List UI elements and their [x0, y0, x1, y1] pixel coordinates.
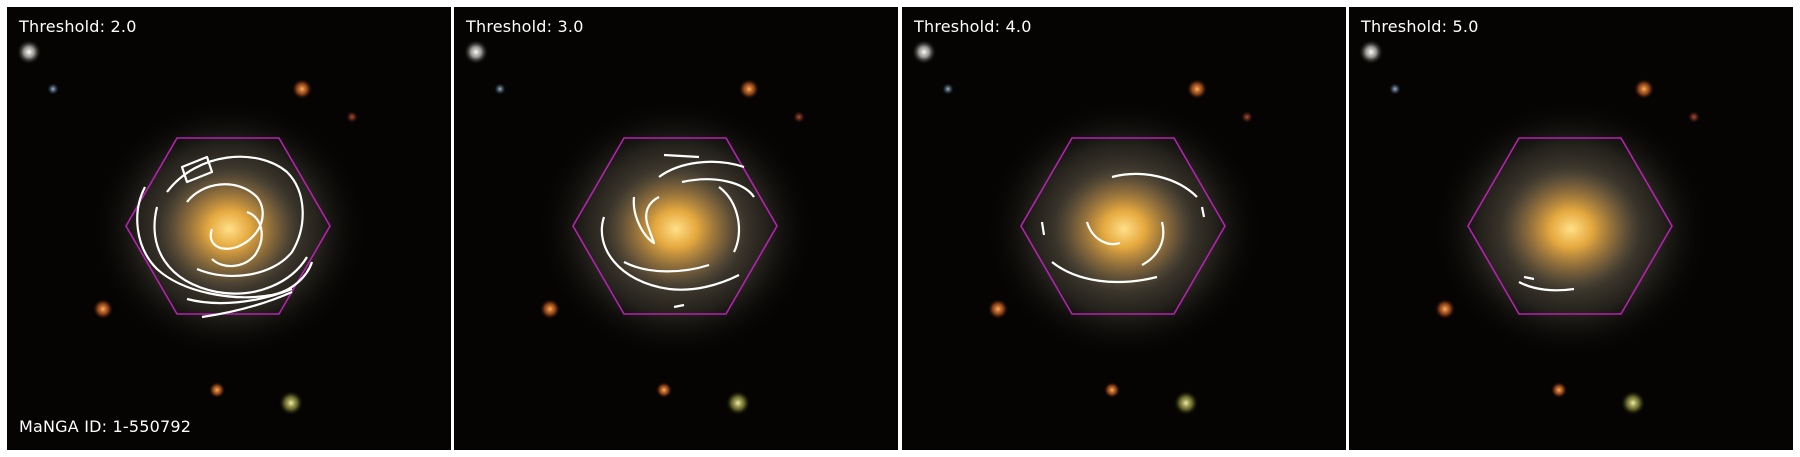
panel-title: Threshold: 4.0	[914, 17, 1032, 36]
panel-title: Threshold: 2.0	[19, 17, 137, 36]
panel-title: Threshold: 3.0	[466, 17, 584, 36]
contour-lines	[1040, 172, 1206, 284]
manga-id-label: MaNGA ID: 1-550792	[19, 417, 192, 436]
image-panel-1: Threshold: 2.0 MaNGA ID: 1-550792	[7, 7, 451, 450]
hexagon-footprint	[1467, 137, 1673, 315]
panel-title: Threshold: 5.0	[1361, 17, 1479, 36]
contour-lines	[600, 153, 755, 309]
galaxy-image	[1349, 7, 1793, 450]
galaxy-image	[902, 7, 1346, 450]
contour-lines	[136, 155, 314, 319]
hexagon-footprint	[572, 137, 778, 315]
image-panel-4: Threshold: 5.0	[1349, 7, 1793, 450]
image-panel-3: Threshold: 4.0	[902, 7, 1346, 450]
galaxy-image	[454, 7, 898, 450]
hexagon-footprint	[1020, 137, 1226, 315]
hexagon-footprint	[125, 137, 331, 315]
contour-lines	[1518, 275, 1575, 292]
galaxy-image	[7, 7, 451, 450]
image-panel-2: Threshold: 3.0	[454, 7, 898, 450]
